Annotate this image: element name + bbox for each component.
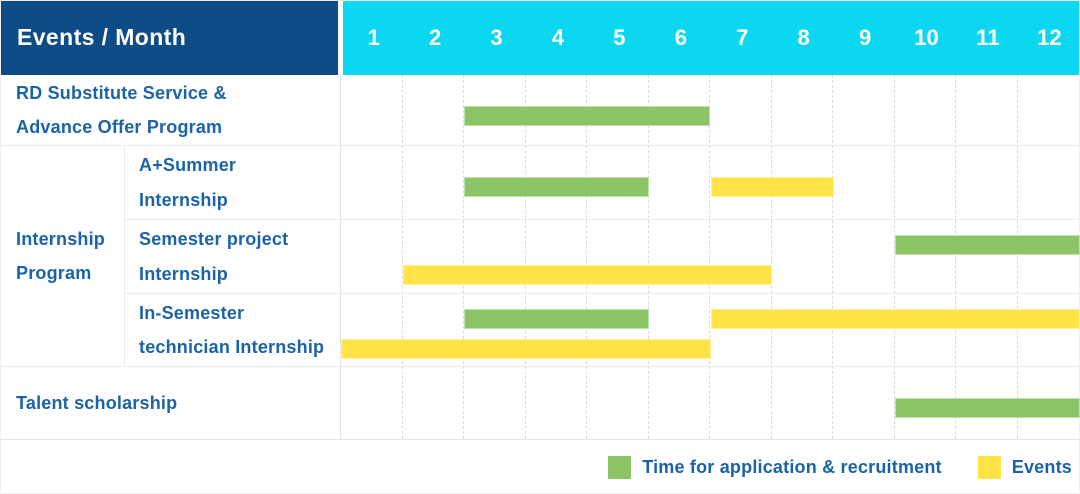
chart-body: RD Substitute Service & Advance Offer Pr…	[0, 75, 1080, 440]
events-month-header-cell: Events / Month	[0, 0, 338, 75]
grid-line-month-8	[832, 75, 833, 439]
bar-application	[895, 398, 1080, 418]
chart-row-cell	[340, 367, 1080, 439]
grid-line-month-5	[647, 75, 649, 439]
row-label: A+Summer Internship	[139, 155, 237, 210]
month-label-10: 10	[914, 24, 939, 50]
table-header-row: Events / Month 1 2 3 4 5 6 7 8 9 10 11 12	[0, 0, 1080, 75]
table-row: In-Semester technician Internship	[125, 293, 1080, 366]
month-label-1: 1	[367, 24, 380, 50]
bar-events	[710, 309, 1080, 329]
bar-events	[402, 265, 773, 285]
grid-line-month-4	[586, 75, 587, 439]
table-row: RD Substitute Service & Advance Offer Pr…	[0, 75, 1080, 145]
grid-line-month-3	[524, 75, 526, 439]
month-label-3: 3	[490, 24, 503, 50]
row-label: Talent scholarship	[16, 392, 178, 413]
month-label-5: 5	[613, 24, 626, 50]
month-label-2: 2	[429, 24, 442, 50]
grid-line-month-7	[770, 75, 772, 439]
row-label: Semester project Internship	[139, 229, 289, 284]
chart-row-cell	[340, 146, 1080, 219]
legend-swatch-application	[608, 455, 632, 479]
grid-line-month-10	[955, 75, 956, 439]
grid-line-month-11	[1016, 75, 1018, 439]
grid-line-month-9	[893, 75, 895, 439]
month-label-11: 11	[976, 24, 1000, 50]
table-row: A+Summer Internship	[125, 146, 1080, 219]
bar-events	[710, 177, 834, 197]
month-label-7: 7	[736, 24, 749, 50]
grid-line-month-6	[709, 75, 710, 439]
bar-events	[341, 339, 711, 359]
legend-label-events: Events	[1011, 456, 1072, 477]
legend: Time for application & recruitment Event…	[0, 440, 1080, 494]
month-label-9: 9	[858, 24, 872, 50]
legend-swatch-events	[977, 455, 1001, 479]
month-label-12: 12	[1037, 24, 1062, 50]
bar-application	[895, 235, 1080, 255]
month-label-8: 8	[797, 24, 810, 50]
legend-label-application: Time for application & recruitment	[642, 456, 942, 477]
group-label: Internship Program	[16, 228, 106, 283]
month-header-row: 1 2 3 4 5 6 7 8 9 10 11 12	[343, 0, 1080, 75]
group-rows: A+Summer Internship Semester project Inte…	[124, 146, 1080, 366]
row-label: In-Semester technician Internship	[139, 302, 325, 357]
bar-application	[464, 106, 711, 126]
table-row: Semester project Internship	[125, 219, 1080, 293]
month-label-4: 4	[551, 24, 565, 50]
chart-row-cell	[340, 220, 1080, 293]
chart-row-cell	[340, 294, 1080, 366]
bar-application	[464, 177, 649, 197]
table-row: Talent scholarship	[0, 366, 1080, 439]
row-label: RD Substitute Service & Advance Offer Pr…	[16, 82, 227, 137]
page-title: Events / Month	[17, 24, 187, 50]
chart-row-cell	[340, 75, 1080, 145]
group-block-internship-program: Internship Program A+Summer Internship Sem…	[0, 145, 1080, 366]
grid-line-month-2	[463, 75, 464, 439]
month-gridlines	[340, 75, 1078, 439]
bar-application	[464, 309, 649, 329]
month-label-6: 6	[674, 24, 687, 50]
grid-line-month-1	[401, 75, 403, 439]
